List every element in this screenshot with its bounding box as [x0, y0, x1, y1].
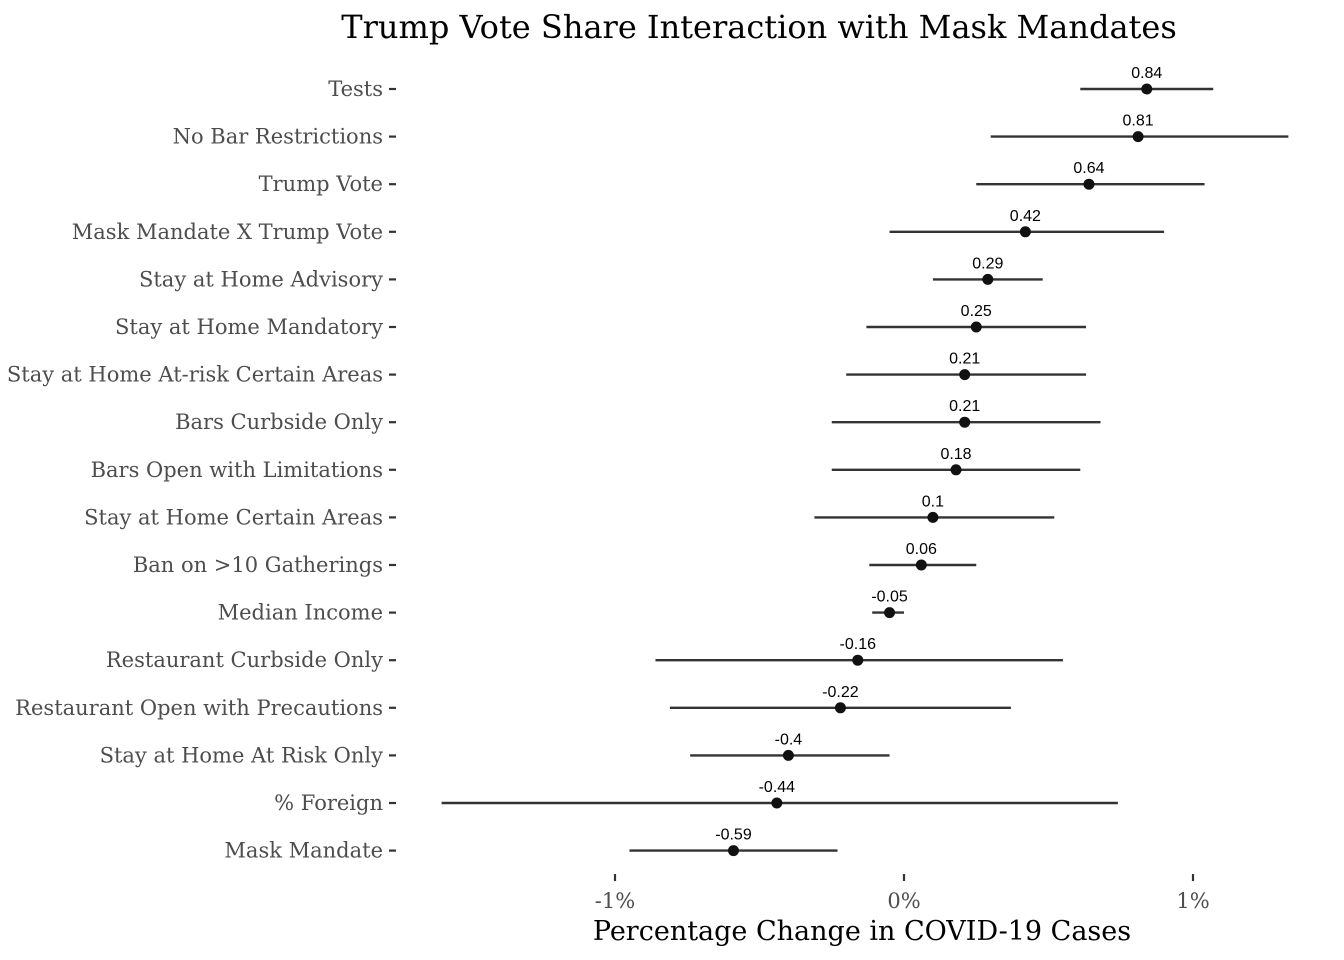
estimate-label: 0.06	[906, 541, 937, 558]
y-tick-label: Stay at Home At Risk Only	[100, 743, 384, 767]
estimate-label: 0.84	[1131, 65, 1162, 82]
y-tick-label: Mask Mandate	[224, 839, 383, 863]
estimate-point	[982, 273, 994, 285]
y-tick-label: % Foreign	[274, 791, 383, 815]
estimate-label: -0.44	[759, 779, 796, 796]
estimate-point	[927, 511, 939, 523]
x-axis: -1% 0% 1%	[595, 874, 1210, 913]
estimate-label: -0.59	[715, 827, 752, 844]
estimate-label: 0.1	[922, 493, 944, 510]
estimate-label: 0.64	[1073, 160, 1104, 177]
estimate-point	[884, 607, 896, 619]
y-tick-label: Stay at Home Mandatory	[115, 315, 383, 339]
y-tick-label: Bars Curbside Only	[175, 410, 383, 434]
estimate-point	[1141, 83, 1153, 95]
estimate-point	[1132, 131, 1144, 143]
estimate-label: 0.21	[949, 398, 980, 415]
estimate-point	[1083, 178, 1095, 190]
plot-marks: 0.84 0.81 0.64 0.42 0.29 0.25 0.21 0.21 0.18 0.1 0…	[441, 65, 1289, 857]
y-tick-label: Stay at Home At-risk Certain Areas	[7, 363, 383, 387]
y-tick-label: Stay at Home Certain Areas	[84, 505, 383, 529]
y-tick-label: Median Income	[218, 601, 383, 625]
estimate-point	[1019, 226, 1031, 238]
estimate-point	[852, 654, 864, 666]
y-tick-label: Ban on >10 Gatherings	[133, 553, 383, 577]
estimate-point	[970, 321, 982, 333]
y-tick-label: Restaurant Curbside Only	[106, 648, 383, 672]
y-tick-label: Tests	[328, 77, 383, 101]
estimate-point	[727, 845, 739, 857]
estimate-point	[834, 702, 846, 714]
estimate-label: -0.16	[840, 636, 877, 653]
x-tick-label: -1%	[595, 889, 635, 913]
chart-title: Trump Vote Share Interaction with Mask M…	[341, 8, 1176, 46]
y-tick-label: Mask Mandate X Trump Vote	[72, 220, 383, 244]
estimate-label: 0.81	[1123, 113, 1154, 130]
y-tick-label: Bars Open with Limitations	[91, 458, 383, 482]
estimate-label: -0.05	[871, 589, 908, 606]
estimate-point	[782, 749, 794, 761]
estimate-point	[959, 369, 971, 381]
y-tick-label: Trump Vote	[259, 172, 383, 196]
estimate-label: 0.18	[940, 446, 971, 463]
estimate-label: 0.42	[1010, 208, 1041, 225]
y-tick-label: Restaurant Open with Precautions	[15, 696, 383, 720]
estimate-point	[915, 559, 927, 571]
estimate-label: -0.4	[775, 731, 803, 748]
estimate-point	[771, 797, 783, 809]
y-tick-label: Stay at Home Advisory	[139, 267, 383, 291]
y-tick-label: No Bar Restrictions	[173, 125, 383, 149]
estimate-label: 0.29	[972, 255, 1003, 272]
estimate-label: 0.21	[949, 351, 980, 368]
x-axis-title: Percentage Change in COVID-19 Cases	[593, 916, 1131, 947]
estimate-label: -0.22	[822, 684, 859, 701]
y-axis: Tests No Bar Restrictions Trump Vote Mask M…	[7, 77, 396, 863]
x-tick-label: 0%	[887, 889, 920, 913]
x-tick-label: 1%	[1176, 889, 1209, 913]
estimate-point	[959, 416, 971, 428]
estimate-point	[950, 464, 962, 476]
estimate-label: 0.25	[961, 303, 992, 320]
